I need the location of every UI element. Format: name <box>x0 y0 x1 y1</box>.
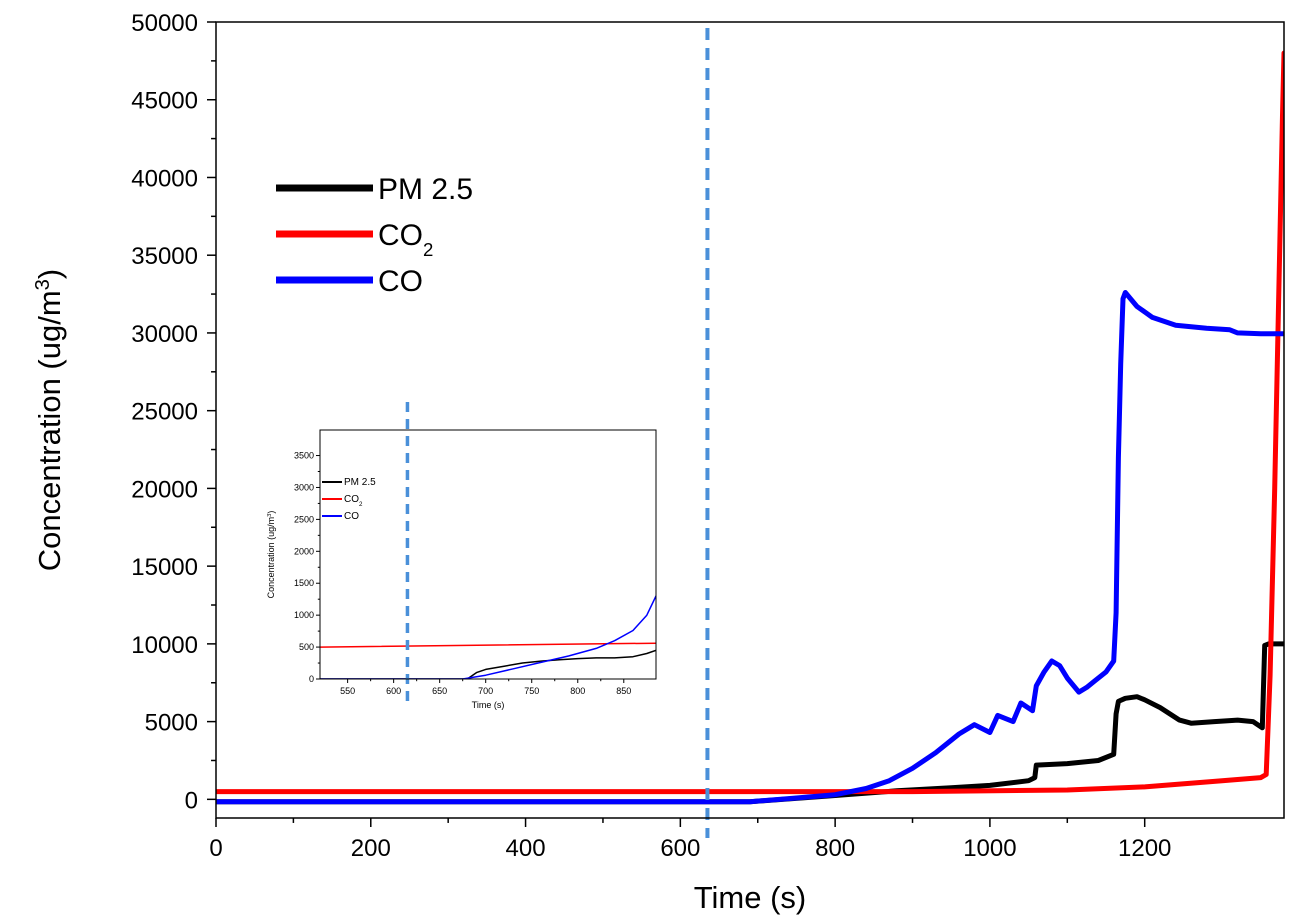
main-series-line-1 <box>216 50 1284 795</box>
inset-x-axis-title: Time (s) <box>472 700 505 710</box>
inset-legend-label-2: CO <box>344 511 359 522</box>
main-y-tick-label-3: 15000 <box>131 554 198 581</box>
main-y-tick-label-4: 20000 <box>131 476 198 503</box>
main-y-tick-label-2: 10000 <box>131 632 198 659</box>
inset-y-tick-label-0: 0 <box>309 674 314 684</box>
inset-y-axis-title: Concentration (ug/m3) <box>266 511 276 599</box>
inset-y-tick-label-1: 500 <box>299 642 314 652</box>
inset-series-line-1 <box>320 642 656 648</box>
main-y-tick-label-8: 40000 <box>131 165 198 192</box>
inset-x-tick-label-3: 700 <box>478 686 493 696</box>
inset-legend-label-text-1: CO <box>344 494 359 505</box>
inset-x-tick-label-2: 650 <box>432 686 447 696</box>
inset-y-axis-title-close: ) <box>266 511 276 514</box>
main-series-group <box>216 50 1284 805</box>
main-plot: 0 200 400 600 800 1000 12000500010000150002000… <box>32 10 1285 915</box>
inset-legend-label-1: CO2 <box>344 494 363 508</box>
main-x-tick-label-1: 200 <box>351 835 391 862</box>
main-y-tick-label-0: 0 <box>185 787 198 814</box>
main-x-tick-label-0: 0 <box>209 835 222 862</box>
main-y-axis-title-close: ) <box>32 269 67 279</box>
main-x-tick-label-6: 1200 <box>1118 835 1171 862</box>
main-x-tick-label-5: 1000 <box>963 835 1016 862</box>
main-y-axis-title-main: Concentration (ug/m <box>32 290 67 571</box>
main-y-tick-label-1: 5000 <box>145 710 198 737</box>
main-y-tick-label-5: 25000 <box>131 399 198 426</box>
main-y-tick-label-6: 30000 <box>131 321 198 348</box>
inset-legend-label-subscript-1: 2 <box>359 501 363 508</box>
inset-x-tick-label-1: 600 <box>386 686 401 696</box>
main-plot-frame <box>215 21 1285 819</box>
main-y-tick-label-9: 45000 <box>131 88 198 115</box>
main-legend-label-text-1: CO <box>378 219 423 252</box>
main-legend-label-text-2: CO <box>378 265 423 298</box>
main-y-axis-title: Concentration (ug/m3) <box>32 269 67 571</box>
inset-legend-label-text-0: PM 2.5 <box>344 477 376 488</box>
inset-y-tick-label-6: 3000 <box>294 482 314 492</box>
inset-y-axis-title-superscript: 3 <box>267 514 273 517</box>
main-legend-label-1: CO2 <box>378 219 433 260</box>
main-legend-label-2: CO <box>378 265 423 298</box>
main-x-axis-title: Time (s) <box>694 880 807 915</box>
main-x-tick-label-2: 400 <box>506 835 546 862</box>
inset-y-tick-label-4: 2000 <box>294 546 314 556</box>
inset-x-tick-label-0: 550 <box>340 686 355 696</box>
inset-legend-label-text-2: CO <box>344 511 359 522</box>
inset-y-tick-label-7: 3500 <box>294 451 314 461</box>
main-y-axis-title-superscript: 3 <box>32 279 54 290</box>
main-legend-label-subscript-1: 2 <box>423 239 433 260</box>
inset-series-group <box>320 595 656 679</box>
inset-x-tick-label-5: 800 <box>570 686 585 696</box>
main-y-tick-label-10: 50000 <box>131 10 198 37</box>
main-legend-label-0: PM 2.5 <box>378 173 473 206</box>
inset-plot-frame <box>319 429 657 680</box>
inset-y-tick-label-2: 1000 <box>294 610 314 620</box>
inset-y-tick-label-5: 2500 <box>294 514 314 524</box>
main-legend-label-text-0: PM 2.5 <box>378 173 473 206</box>
inset-y-tick-label-3: 1500 <box>294 578 314 588</box>
inset-x-tick-label-6: 850 <box>616 686 631 696</box>
main-series-line-2 <box>216 290 1284 805</box>
inset-plot: 550 600 650 700 750 800 850 0 500 1000 1500 2000 250… <box>266 402 657 710</box>
inset-legend-label-0: PM 2.5 <box>344 477 376 488</box>
inset-y-axis-title-main: Concentration (ug/m <box>266 517 276 599</box>
inset-plot-background <box>320 430 656 679</box>
main-x-tick-label-4: 800 <box>815 835 855 862</box>
main-x-tick-label-3: 600 <box>660 835 700 862</box>
inset-x-tick-label-4: 750 <box>524 686 539 696</box>
main-series-line-0 <box>216 641 1284 805</box>
inset-series-line-2 <box>320 595 656 679</box>
main-y-tick-label-7: 35000 <box>131 243 198 270</box>
